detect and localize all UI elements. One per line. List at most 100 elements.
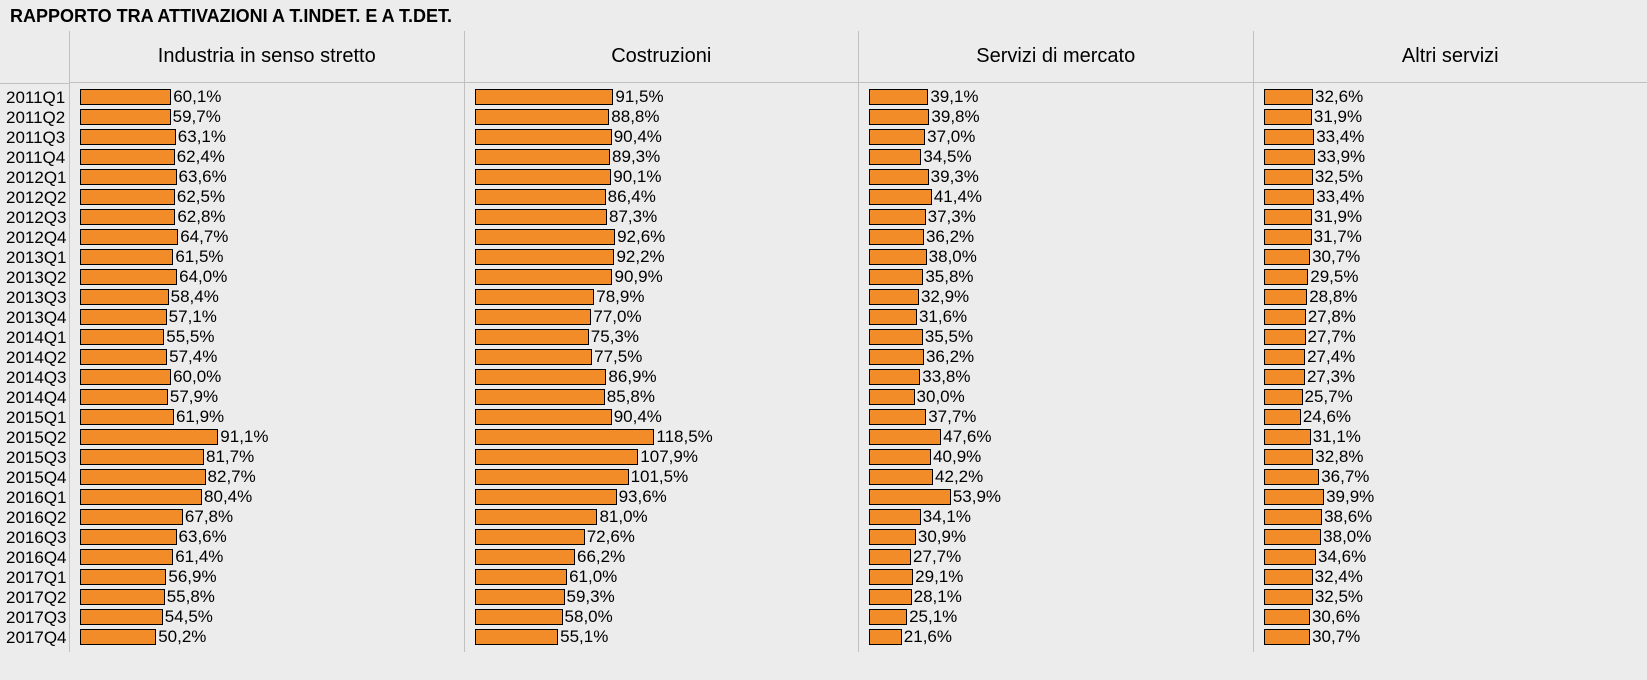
bar xyxy=(475,349,593,365)
bar-row: 30,9% xyxy=(869,527,1249,547)
bar xyxy=(475,409,612,425)
bar-row: 59,3% xyxy=(475,587,855,607)
bar-value-label: 28,8% xyxy=(1309,287,1357,307)
period-label: 2012Q2 xyxy=(6,188,67,208)
bar xyxy=(80,149,175,165)
bar-value-label: 55,5% xyxy=(166,327,214,347)
bar-value-label: 82,7% xyxy=(208,467,256,487)
bar-value-label: 72,6% xyxy=(587,527,635,547)
period-label: 2015Q3 xyxy=(6,448,67,468)
period-label: 2014Q3 xyxy=(6,368,67,388)
bar-row: 86,4% xyxy=(475,187,855,207)
bar-row: 90,9% xyxy=(475,267,855,287)
bar-row: 36,2% xyxy=(869,347,1249,367)
bar-row: 87,3% xyxy=(475,207,855,227)
bar-value-label: 31,6% xyxy=(919,307,967,327)
bar-row: 35,5% xyxy=(869,327,1249,347)
bar-row: 33,4% xyxy=(1264,187,1644,207)
bar xyxy=(475,469,629,485)
bar xyxy=(80,289,169,305)
bar xyxy=(1264,189,1315,205)
panel: Altri servizi32,6%31,9%33,4%33,9%32,5%33… xyxy=(1254,31,1647,652)
bar xyxy=(869,229,924,245)
bar xyxy=(475,489,617,505)
y-axis-header-spacer xyxy=(0,31,69,84)
bar-row: 61,9% xyxy=(80,407,460,427)
bar-row: 27,3% xyxy=(1264,367,1644,387)
bar-value-label: 32,5% xyxy=(1315,167,1363,187)
bar-value-label: 87,3% xyxy=(609,207,657,227)
bar xyxy=(475,389,605,405)
bar-value-label: 53,9% xyxy=(953,487,1001,507)
bar-row: 61,5% xyxy=(80,247,460,267)
bar-value-label: 67,8% xyxy=(185,507,233,527)
bar-row: 27,8% xyxy=(1264,307,1644,327)
bar-row: 32,4% xyxy=(1264,567,1644,587)
bar-row: 39,3% xyxy=(869,167,1249,187)
bar xyxy=(80,269,177,285)
bar-value-label: 64,7% xyxy=(180,227,228,247)
bar-value-label: 63,6% xyxy=(179,527,227,547)
bar xyxy=(475,149,611,165)
bar-row: 21,6% xyxy=(869,627,1249,647)
bar xyxy=(1264,609,1310,625)
bar-row: 58,0% xyxy=(475,607,855,627)
bar xyxy=(869,329,923,345)
bar-row: 28,1% xyxy=(869,587,1249,607)
bar-row: 33,4% xyxy=(1264,127,1644,147)
bar-row: 75,3% xyxy=(475,327,855,347)
bar-value-label: 61,9% xyxy=(176,407,224,427)
bar-row: 64,0% xyxy=(80,267,460,287)
bar xyxy=(475,369,607,385)
panel-header: Costruzioni xyxy=(465,31,859,83)
bar xyxy=(80,449,204,465)
bar xyxy=(1264,89,1313,105)
bar-value-label: 37,3% xyxy=(928,207,976,227)
bar-value-label: 32,8% xyxy=(1315,447,1363,467)
bar-value-label: 89,3% xyxy=(612,147,660,167)
bar-value-label: 101,5% xyxy=(631,467,689,487)
period-label: 2011Q3 xyxy=(6,128,65,148)
bar xyxy=(869,409,926,425)
bar xyxy=(80,549,173,565)
bar-value-label: 59,7% xyxy=(173,107,221,127)
bar-row: 59,7% xyxy=(80,107,460,127)
bar-value-label: 33,8% xyxy=(922,367,970,387)
bar-value-label: 62,5% xyxy=(177,187,225,207)
bar-value-label: 34,5% xyxy=(923,147,971,167)
bar-row: 55,5% xyxy=(80,327,460,347)
bar xyxy=(80,349,167,365)
bar xyxy=(1264,509,1323,525)
period-label: 2011Q1 xyxy=(6,88,65,108)
bar-value-label: 57,9% xyxy=(170,387,218,407)
bar-value-label: 21,6% xyxy=(904,627,952,647)
bar-row: 33,8% xyxy=(869,367,1249,387)
bar xyxy=(80,489,202,505)
bar-row: 81,0% xyxy=(475,507,855,527)
period-label: 2016Q2 xyxy=(6,508,67,528)
bar-row: 32,9% xyxy=(869,287,1249,307)
bar xyxy=(1264,409,1301,425)
bar xyxy=(1264,549,1317,565)
period-label: 2014Q1 xyxy=(6,328,67,348)
bar xyxy=(475,549,575,565)
bar xyxy=(80,389,168,405)
bar-row: 27,7% xyxy=(869,547,1249,567)
bar-value-label: 60,1% xyxy=(173,87,221,107)
bar-value-label: 39,1% xyxy=(930,87,978,107)
period-label: 2017Q4 xyxy=(6,628,67,648)
period-label: 2017Q1 xyxy=(6,568,67,588)
bar-row: 36,2% xyxy=(869,227,1249,247)
bar xyxy=(1264,169,1313,185)
bar-value-label: 33,9% xyxy=(1317,147,1365,167)
bar-row: 58,4% xyxy=(80,287,460,307)
bar xyxy=(1264,429,1311,445)
bar-row: 30,7% xyxy=(1264,247,1644,267)
bar-row: 57,9% xyxy=(80,387,460,407)
bar xyxy=(1264,149,1315,165)
bar xyxy=(1264,329,1306,345)
bar-value-label: 31,9% xyxy=(1314,207,1362,227)
bar xyxy=(869,209,926,225)
bar-value-label: 61,0% xyxy=(569,567,617,587)
period-label: 2017Q3 xyxy=(6,608,67,628)
